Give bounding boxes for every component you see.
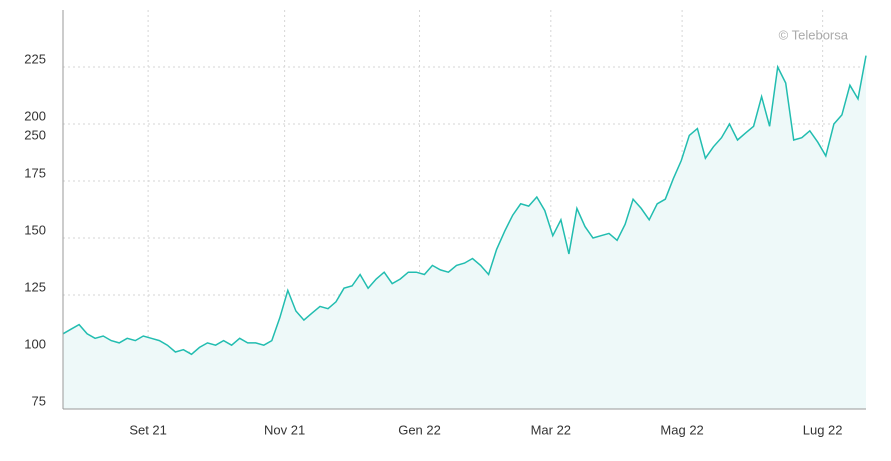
x-tick-label: Mar 22 <box>531 422 571 437</box>
y-tick-label: 175 <box>24 165 46 180</box>
y-tick-label: 75 <box>32 393 46 408</box>
y-tick-label-overlap: 250 <box>24 127 46 142</box>
watermark: © Teleborsa <box>779 27 849 42</box>
x-tick-label: Gen 22 <box>398 422 441 437</box>
x-tick-label: Set 21 <box>129 422 167 437</box>
x-tick-label: Lug 22 <box>803 422 843 437</box>
y-tick-label: 100 <box>24 336 46 351</box>
x-tick-label: Mag 22 <box>660 422 703 437</box>
y-tick-label: 150 <box>24 222 46 237</box>
x-tick-label: Nov 21 <box>264 422 305 437</box>
line <box>62 55 867 356</box>
y-tick-label: 200 <box>24 108 46 123</box>
y-tick-label: 125 <box>24 279 46 294</box>
y-tick-label: 225 <box>24 51 46 66</box>
area <box>63 55 866 409</box>
